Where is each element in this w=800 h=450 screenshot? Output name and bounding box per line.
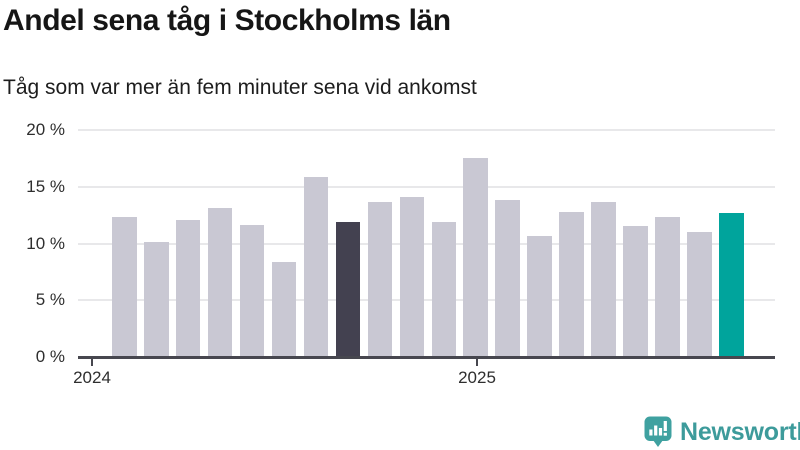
y-tick-label: 20 %: [26, 120, 65, 139]
newsworthy-logo-icon: [644, 416, 672, 448]
bar: [495, 200, 520, 357]
bar: [687, 232, 712, 357]
bar: [112, 217, 137, 357]
bar: [399, 196, 425, 357]
bar-highlight-previous-year: [335, 221, 361, 357]
gridline: [78, 129, 775, 131]
bar: [623, 226, 648, 357]
bar: [591, 201, 616, 357]
bar: [655, 217, 680, 357]
bar: [431, 221, 457, 357]
x-tick-label: 2025: [458, 368, 496, 387]
bar: [143, 242, 169, 357]
bar: [175, 219, 201, 357]
bar: [239, 225, 265, 357]
gridline: [78, 299, 775, 302]
newsworthy-logo: Newsworthy: [644, 416, 800, 448]
bar: [559, 211, 584, 357]
x-axis-tick: [91, 359, 93, 366]
y-tick-label: 10 %: [26, 233, 65, 253]
x-tick-label: 2024: [73, 368, 111, 387]
chart-title: Andel sena tåg i Stockholms län: [3, 4, 451, 37]
bar: [463, 158, 489, 357]
x-axis-line: [78, 356, 775, 359]
bar: [367, 201, 393, 357]
bar: [303, 176, 329, 357]
y-tick-label: 0 %: [35, 347, 65, 366]
y-tick-label: 5 %: [35, 290, 65, 310]
bar: [527, 235, 552, 357]
x-axis-tick: [476, 359, 478, 366]
chart-subtitle: Tåg som var mer än fem minuter sena vid …: [3, 76, 477, 99]
y-tick-label: 15 %: [26, 176, 65, 196]
newsworthy-logo-text: Newsworthy: [680, 417, 800, 446]
bar: [207, 208, 233, 357]
bar: [271, 261, 297, 357]
bar-chart: 0 % 5 % 10 % 15 % 20 % 2024 2025: [26, 120, 775, 387]
gridline: [78, 185, 775, 188]
gridline: [78, 242, 775, 245]
bar-highlight-latest: [719, 212, 744, 357]
